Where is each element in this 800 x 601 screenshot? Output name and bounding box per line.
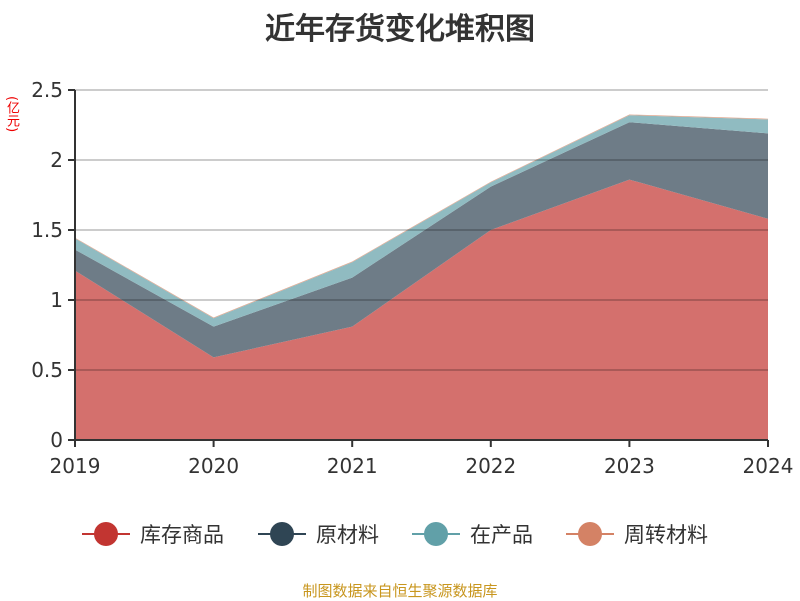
area-2 (75, 122, 768, 358)
legend-item-3[interactable]: 在产品 (412, 522, 533, 547)
legend-item-4[interactable]: 周转材料 (566, 522, 708, 547)
x-tick-label: 2021 (327, 454, 378, 478)
y-tick-label: 1.5 (31, 218, 63, 242)
x-tick-label: 2020 (188, 454, 239, 478)
x-tick-label: 2019 (50, 454, 101, 478)
legend-item-1[interactable]: 库存商品 (82, 522, 224, 547)
legend-marker-icon (424, 522, 448, 546)
legend-marker-icon (578, 522, 602, 546)
y-tick-label: 2.5 (31, 78, 63, 102)
legend-label: 库存商品 (140, 523, 224, 547)
chart-title: 近年存货变化堆积图 (265, 12, 535, 47)
x-tick-label: 2023 (604, 454, 655, 478)
y-tick-label: 0.5 (31, 358, 63, 382)
area-1 (75, 179, 768, 440)
y-tick-label: 1 (50, 288, 63, 312)
legend-label: 原材料 (316, 523, 379, 547)
y-tick-label: 0 (50, 428, 63, 452)
legend-marker-icon (94, 522, 118, 546)
legend-marker-icon (270, 522, 294, 546)
legend-label: 周转材料 (624, 523, 708, 547)
x-tick-label: 2022 (465, 454, 516, 478)
y-tick-label: 2 (50, 148, 63, 172)
legend-item-2[interactable]: 原材料 (258, 522, 379, 547)
y-axis-unit: (亿元) (4, 96, 19, 133)
data-source: 制图数据来自恒生聚源数据库 (302, 582, 498, 600)
x-tick-label: 2024 (743, 454, 794, 478)
legend-label: 在产品 (470, 523, 533, 547)
